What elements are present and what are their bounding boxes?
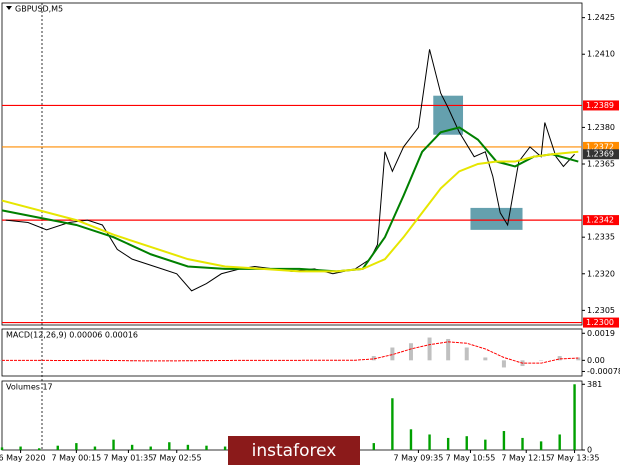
volume-bar bbox=[521, 437, 524, 450]
macd-bar bbox=[576, 357, 581, 361]
x-tick-label: 7 May 10:55 bbox=[446, 454, 496, 463]
volume-bar bbox=[93, 446, 97, 450]
price-box bbox=[583, 149, 619, 160]
price-box-label: 1.2300 bbox=[586, 318, 614, 327]
macd-bar bbox=[111, 360, 116, 361]
macd-bar bbox=[539, 360, 544, 361]
price-box-label: 1.2389 bbox=[586, 101, 614, 110]
y-tick-label: 1.2305 bbox=[587, 306, 615, 315]
macd-bar bbox=[55, 360, 60, 361]
price-box bbox=[583, 141, 619, 152]
watermark-box bbox=[228, 436, 360, 465]
volume-bar bbox=[372, 443, 375, 450]
volume-bar bbox=[37, 448, 41, 450]
volume-bar bbox=[112, 439, 115, 450]
x-tick-label: 7 May 02:55 bbox=[152, 454, 202, 463]
macd-bar bbox=[427, 337, 432, 361]
macd-bar bbox=[167, 360, 172, 361]
volume-bar bbox=[19, 446, 22, 450]
price-box bbox=[583, 215, 619, 226]
x-tick-label: 7 May 00:15 bbox=[51, 454, 101, 463]
y-tick-label: 1.2335 bbox=[587, 233, 615, 242]
macd-bar bbox=[557, 356, 562, 361]
y-tick-label: 1.2410 bbox=[587, 50, 615, 59]
volume-bar bbox=[168, 442, 171, 450]
y-tick-label: 0 bbox=[587, 446, 592, 455]
panel-title: GBPUSD,M5 bbox=[15, 5, 63, 14]
y-tick-label: 1.2365 bbox=[587, 160, 615, 169]
volume-bar bbox=[558, 434, 561, 450]
panel-title: Volumes 17 bbox=[6, 383, 53, 392]
volume-bar bbox=[573, 384, 576, 450]
volume-bar bbox=[428, 434, 431, 450]
volume-bar bbox=[56, 445, 59, 450]
macd-bar bbox=[483, 357, 488, 361]
y-tick-label: 1.2320 bbox=[587, 269, 615, 278]
x-tick-label: 7 May 09:35 bbox=[394, 454, 444, 463]
volume-bar bbox=[484, 439, 487, 450]
y-tick-label: -0.00078 bbox=[587, 367, 620, 376]
x-tick-label: 7 May 13:35 bbox=[550, 454, 600, 463]
x-tick-label: 6 May 2020 bbox=[0, 454, 46, 463]
volume-bar bbox=[75, 443, 78, 450]
macd-bar bbox=[408, 343, 413, 361]
macd-bar bbox=[501, 360, 506, 368]
price-box bbox=[583, 100, 619, 111]
price-box-label: 1.2369 bbox=[586, 150, 614, 159]
volume-bar bbox=[186, 444, 190, 450]
y-tick-label: 1.2425 bbox=[587, 13, 615, 22]
volume-bar bbox=[149, 446, 152, 450]
signal-line bbox=[2, 341, 579, 364]
macd-bar bbox=[223, 360, 228, 361]
y-tick-label: 381 bbox=[587, 380, 602, 389]
volume-bar bbox=[130, 444, 134, 450]
price-box-label: 1.2372 bbox=[586, 142, 614, 151]
panel-title: MACD(12,26,9) 0.00006 0.00016 bbox=[6, 331, 138, 340]
volume-bar bbox=[465, 436, 468, 450]
macd-bar bbox=[464, 347, 469, 361]
y-tick-label: 1.2380 bbox=[587, 123, 615, 132]
volume-bar bbox=[539, 441, 543, 450]
volume-bar bbox=[502, 431, 506, 450]
macd-bar bbox=[390, 347, 395, 361]
y-tick-label: 0.00 bbox=[587, 356, 605, 365]
volume-bar bbox=[391, 398, 394, 450]
x-tick-label: 7 May 12:15 bbox=[501, 454, 551, 463]
zone bbox=[433, 95, 464, 135]
y-tick-label: 0.0019 bbox=[587, 329, 615, 338]
macd-bar bbox=[371, 356, 376, 361]
panel-frame bbox=[1, 328, 583, 377]
price-line bbox=[1, 126, 579, 273]
zone bbox=[470, 207, 523, 230]
price-box bbox=[583, 317, 619, 328]
title-marker bbox=[6, 6, 12, 10]
x-tick-label: 7 May 01:35 bbox=[104, 454, 154, 463]
volume-bar bbox=[205, 445, 208, 450]
watermark: instaforex bbox=[252, 441, 337, 461]
volume-bar bbox=[223, 446, 227, 450]
volume-bar bbox=[409, 429, 413, 450]
volume-bar bbox=[446, 437, 450, 450]
price-line bbox=[1, 150, 579, 273]
macd-bar bbox=[446, 338, 451, 361]
price-box-label: 1.2342 bbox=[586, 216, 614, 225]
volume-bar bbox=[0, 447, 4, 450]
